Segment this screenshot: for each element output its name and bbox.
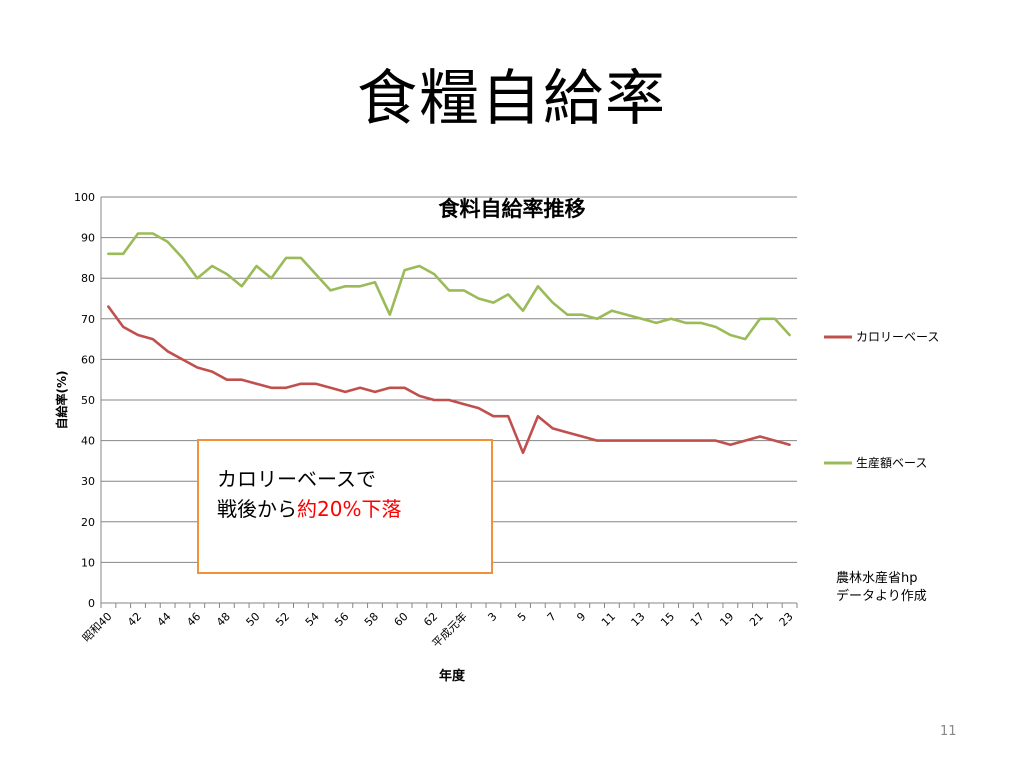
y-tick-labels: 0 10 20 30 40 50 60 70 80 90 100 <box>74 191 95 610</box>
x-axis-label: 年度 <box>439 668 466 684</box>
x-tick-label: 54 <box>303 610 322 629</box>
x-tick-label: 48 <box>214 610 233 629</box>
callout-box: カロリーベースで 戦後から約20%下落 <box>197 439 493 574</box>
y-tick-label: 90 <box>81 232 95 245</box>
y-tick-label: 50 <box>81 394 95 407</box>
legend-label: 生産額ベース <box>856 455 927 470</box>
y-tick-label: 60 <box>81 353 95 366</box>
y-tick-label: 30 <box>81 475 95 488</box>
x-tick-label: 7 <box>545 610 559 624</box>
source-note: 農林水産省hp データより作成 <box>836 570 927 606</box>
x-tick-label: 62 <box>421 610 440 629</box>
x-tick-label: 17 <box>688 610 707 629</box>
x-tick-label: 58 <box>362 610 381 629</box>
chart-title: 食料自給率推移 <box>439 197 586 221</box>
source-note-line-1: 農林水産省hp <box>836 571 918 586</box>
x-tick-label: 11 <box>599 610 618 629</box>
x-tick-label: 5 <box>515 610 529 624</box>
x-tick-label: 52 <box>273 610 292 629</box>
y-axis-label: 自給率(%) <box>54 371 69 430</box>
x-tick-label: 13 <box>629 610 648 629</box>
callout-line-2-prefix: 戦後から <box>217 497 297 521</box>
x-tick-label: 9 <box>574 610 588 624</box>
y-tick-label: 100 <box>74 191 95 204</box>
y-tick-label: 80 <box>81 272 95 285</box>
slide-title: 食糧自給率 <box>357 64 667 134</box>
page-number: 11 <box>940 724 957 739</box>
x-tick-label: 46 <box>184 610 203 629</box>
series-line-1 <box>107 305 791 455</box>
x-tick-label: 19 <box>717 610 736 629</box>
y-tick-label: 0 <box>88 597 95 610</box>
source-note-line-2: データより作成 <box>836 589 927 604</box>
y-tick-label: 70 <box>81 313 95 326</box>
x-tick-label: 昭和40 <box>80 610 115 645</box>
y-tick-label: 10 <box>81 556 95 569</box>
callout-line-1: カロリーベースで <box>217 467 376 491</box>
callout-highlight: 約20%下落 <box>297 497 402 521</box>
x-tick-label: 3 <box>485 610 499 624</box>
x-tick-label: 42 <box>125 610 144 629</box>
x-tick-label: 56 <box>332 610 351 629</box>
x-tick-label: 15 <box>658 610 677 629</box>
x-tick-label: 44 <box>155 610 174 629</box>
axes <box>100 197 798 608</box>
y-tick-label: 40 <box>81 435 95 448</box>
series-line-2 <box>107 232 791 341</box>
x-tick-label: 60 <box>392 610 411 629</box>
y-tick-label: 20 <box>81 516 95 529</box>
x-tick-label: 21 <box>747 610 766 629</box>
legend-label: カロリーベース <box>856 330 939 344</box>
callout-line-2: 戦後から約20%下落 <box>217 493 401 522</box>
x-tick-label: 23 <box>777 610 796 629</box>
data-series <box>107 232 791 455</box>
x-tick-label: 50 <box>244 610 263 629</box>
